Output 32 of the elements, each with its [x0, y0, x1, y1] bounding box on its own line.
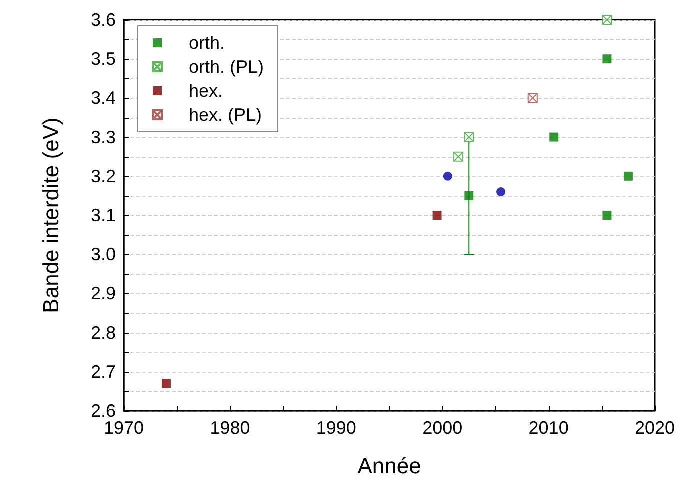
point: [602, 211, 612, 220]
legend-label: hex.: [189, 81, 224, 101]
x-tick-label: 1990: [316, 418, 356, 438]
x-tick-label: 1980: [210, 418, 250, 438]
y-axis-title: Bande interdite (eV): [38, 118, 64, 314]
y-tick-label: 2.7: [90, 362, 116, 382]
y-tick-label: 2.8: [90, 322, 116, 343]
y-tick-label: 3.1: [90, 206, 116, 226]
y-tick-label: 3.0: [90, 244, 116, 265]
x-tick-label: 2020: [634, 418, 676, 438]
point: [624, 172, 633, 181]
point: [602, 54, 612, 64]
y-tick-label: 2.6: [90, 401, 116, 421]
point: [443, 172, 452, 181]
y-tick-label: 3.5: [90, 49, 116, 70]
point: [550, 132, 559, 142]
y-tick-label: 3.2: [90, 166, 116, 186]
legend-label: orth.: [189, 33, 226, 53]
point: [496, 188, 506, 197]
point: [162, 379, 171, 388]
x-tick-label: 2010: [528, 418, 569, 438]
x-axis-title: Année: [358, 454, 422, 478]
point: [432, 211, 442, 220]
y-tick-label: 3.4: [90, 88, 116, 108]
legend-label: orth. (PL): [189, 57, 264, 77]
x-tick-label: 1970: [104, 418, 144, 438]
legend-label: hex. (PL): [189, 105, 262, 125]
point: [464, 191, 474, 200]
y-tick-label: 3.6: [90, 10, 116, 30]
x-tick-label: 2000: [422, 418, 463, 438]
y-tick-label: 3.3: [90, 127, 116, 148]
y-tick-label: 2.9: [90, 284, 116, 304]
